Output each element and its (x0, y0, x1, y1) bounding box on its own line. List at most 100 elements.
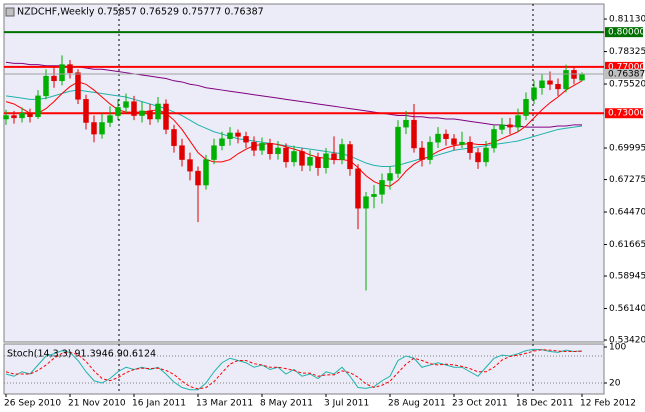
candle-body (395, 126, 401, 174)
candle-body (91, 122, 97, 135)
marks: 0.81130 0.78325 0.75520 0.69995 0.67275 0.644… (3, 15, 645, 409)
candle-body (419, 147, 425, 160)
x-tick-label: 8 May 2011 (260, 399, 313, 409)
candle-body (299, 151, 305, 166)
x-tick-label: 3 Jul 2011 (324, 399, 369, 409)
candle-body (43, 75, 49, 97)
candle-body (467, 141, 473, 153)
candle-body (107, 115, 113, 123)
candle-body (11, 115, 17, 119)
y-tick-label: 0.53420 (609, 336, 645, 346)
candle-body (371, 194, 377, 197)
candle-body (3, 115, 9, 120)
candle-body (435, 133, 441, 143)
candle-body (507, 124, 513, 128)
candle-body (179, 145, 185, 160)
candle-body (315, 156, 321, 168)
candle-body (379, 180, 385, 195)
last-price-box (605, 68, 643, 79)
x-tick-label: 23 Oct 2011 (452, 399, 508, 409)
candle-body (539, 80, 545, 88)
candle-body (291, 151, 297, 163)
y-tick-label: 0.81130 (609, 15, 645, 25)
candle-body (331, 153, 337, 160)
candle-body (555, 84, 561, 90)
candle-body (515, 115, 521, 128)
candle-body (267, 143, 273, 155)
last-price-label: 0.76387 (608, 69, 645, 79)
candle-body (203, 159, 209, 186)
candle-body (307, 156, 313, 166)
candle-body (427, 141, 433, 160)
candle-body (51, 75, 57, 82)
candle-body (123, 101, 129, 108)
y-tick-label: 20 (609, 379, 621, 389)
y-tick-label: 0.78325 (609, 47, 645, 57)
x-tick-label: 18 Dec 2011 (516, 399, 574, 409)
indicator-line (5, 348, 583, 391)
candle-body (339, 144, 345, 160)
y-tick-label: 100 (609, 343, 626, 353)
x-tick-label: 26 Sep 2010 (4, 399, 61, 409)
level-label: 0.77000 (608, 62, 645, 72)
x-tick-label: 12 Feb 2012 (580, 399, 636, 409)
candle-body (355, 168, 361, 209)
candle-body (323, 153, 329, 168)
candle-body (219, 138, 225, 146)
candle-body (563, 70, 569, 90)
candle-body (403, 119, 409, 128)
candle-body (67, 64, 73, 73)
candle-body (19, 112, 25, 119)
chart-title: NZDCHF,Weekly 0.75857 0.76529 0.75777 0.… (17, 7, 264, 18)
candle-body (59, 64, 65, 82)
candle-body (251, 141, 257, 151)
candle-body (443, 133, 449, 139)
candle-body (363, 196, 369, 209)
level-label: 0.80000 (608, 28, 645, 38)
price-panel (3, 3, 605, 343)
candle-body (155, 103, 161, 120)
candle-body (35, 95, 41, 117)
y-tick-label: 0.69995 (609, 144, 645, 154)
candle-body (531, 87, 537, 100)
candle-body (347, 144, 353, 170)
x-tick-label: 13 Mar 2011 (196, 399, 253, 409)
candle-body (523, 99, 529, 116)
y-tick-label: 0.56140 (609, 304, 645, 314)
candle-body (451, 138, 457, 145)
candle-body (83, 99, 89, 123)
indicator-line (5, 349, 583, 390)
x-tick-label: 21 Nov 2010 (68, 399, 126, 409)
candle-body (147, 110, 153, 120)
candle-body (163, 103, 169, 130)
candle-body (115, 107, 121, 116)
candle-body (259, 143, 265, 151)
level-label-box (605, 108, 643, 119)
candle-body (491, 129, 497, 149)
candle-body (283, 147, 289, 163)
candle-body (459, 141, 465, 145)
symbol-icon (5, 7, 15, 17)
candle-body (75, 72, 81, 100)
candle-body (227, 132, 233, 139)
candle-body (171, 129, 177, 146)
candle-body (27, 112, 33, 117)
stoch-panel (3, 343, 605, 395)
y-tick-label: 0.64470 (609, 208, 645, 218)
candle-body (499, 124, 505, 130)
candle-body (139, 110, 145, 116)
indicator-line (5, 61, 582, 128)
y-tick-label: 0.75520 (609, 80, 645, 90)
candle-body (579, 73, 585, 81)
x-tick-label: 16 Jan 2011 (132, 399, 186, 409)
candle-body (411, 119, 417, 149)
level-label-box (605, 27, 643, 38)
candle-body (187, 159, 193, 172)
candle-body (243, 136, 249, 143)
level-label-box (605, 61, 643, 72)
candle-body (475, 152, 481, 163)
candle-body (547, 80, 553, 85)
candle-body (99, 122, 105, 135)
